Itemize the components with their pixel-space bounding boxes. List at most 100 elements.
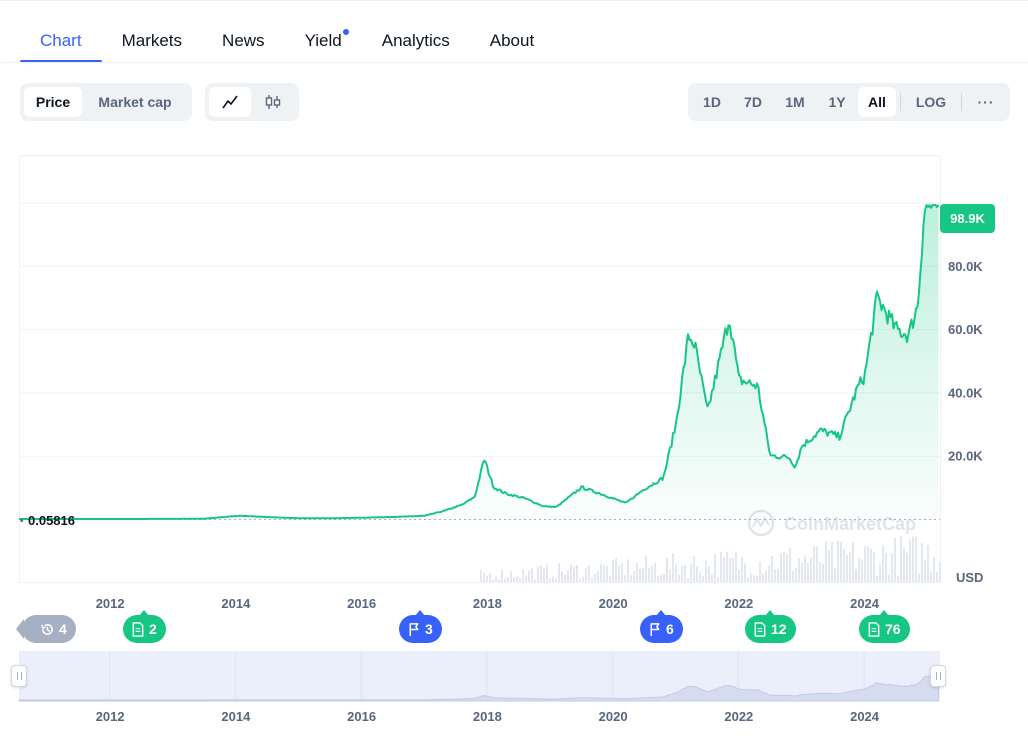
volume-bar xyxy=(738,569,740,582)
badge-count: 2 xyxy=(149,621,157,637)
volume-bar xyxy=(534,579,536,582)
volume-bar xyxy=(684,565,686,582)
document-icon xyxy=(754,621,766,637)
x-axis: 2012 2014 2016 2018 2020 2022 2024 xyxy=(96,596,880,611)
volume-bar xyxy=(816,546,818,582)
y-tick-label: 60.0K xyxy=(948,322,983,337)
chart-style-toggle xyxy=(205,83,299,121)
volume-bar xyxy=(840,542,842,582)
volume-bar xyxy=(660,574,662,582)
range-1m[interactable]: 1M xyxy=(785,94,805,110)
navigator-right-handle[interactable] xyxy=(930,665,946,687)
volume-bar xyxy=(753,574,755,582)
volume-bar xyxy=(576,564,578,582)
volume-bar xyxy=(621,563,623,582)
candlestick-button[interactable] xyxy=(251,87,295,117)
volume-bar xyxy=(627,559,629,582)
volume-bar xyxy=(756,575,758,582)
tab-yield[interactable]: Yield xyxy=(285,22,362,62)
watermark: CoinMarketCap xyxy=(747,509,916,537)
volume-bar xyxy=(687,577,689,582)
x-tick-label: 2020 xyxy=(599,596,628,611)
volume-bar xyxy=(921,543,923,582)
volume-bar xyxy=(768,565,770,582)
navigator-tick-label: 2016 xyxy=(347,709,376,724)
tab-news[interactable]: News xyxy=(202,22,285,62)
badge-tip xyxy=(415,610,426,616)
tab-label: About xyxy=(489,31,535,50)
badge-count: 6 xyxy=(666,621,674,637)
flag-icon xyxy=(409,622,419,636)
volume-bar xyxy=(549,578,551,582)
volume-bar xyxy=(636,563,638,582)
volume-bar xyxy=(663,573,665,582)
volume-bar xyxy=(570,564,572,582)
volume-bar xyxy=(798,558,800,582)
volume-bar xyxy=(612,559,614,582)
volume-bar xyxy=(825,541,827,582)
badge-tip xyxy=(879,610,890,616)
volume-bar xyxy=(744,563,746,582)
navigator-left-handle[interactable] xyxy=(11,665,27,687)
volume-bar xyxy=(711,574,713,582)
volume-bar xyxy=(504,578,506,582)
log-scale-button[interactable]: LOG xyxy=(915,94,947,110)
volume-bar xyxy=(810,557,812,582)
start-price-label: 0.05816 xyxy=(28,513,75,528)
history-icon xyxy=(41,623,53,635)
metric-toggle: Price Market cap xyxy=(20,83,192,121)
volume-bar xyxy=(930,571,932,582)
tab-analytics[interactable]: Analytics xyxy=(362,22,470,62)
document-events-badge[interactable]: 12 xyxy=(745,610,796,643)
volume-bar xyxy=(630,575,632,582)
tab-chart[interactable]: Chart xyxy=(20,22,102,62)
volume-bar xyxy=(486,575,488,582)
navigator-tick-label: 2012 xyxy=(96,709,125,724)
volume-bar xyxy=(603,565,605,582)
x-tick-label: 2022 xyxy=(724,596,753,611)
volume-bar xyxy=(555,578,557,582)
range-all[interactable]: All xyxy=(858,87,896,117)
range-7d[interactable]: 7D xyxy=(744,94,762,110)
market-cap-option[interactable]: Market cap xyxy=(98,94,172,110)
price-option[interactable]: Price xyxy=(24,87,82,117)
tab-about[interactable]: About xyxy=(470,22,554,62)
volume-bar xyxy=(552,576,554,582)
volume-bar xyxy=(681,565,683,582)
range-1y[interactable]: 1Y xyxy=(828,94,846,110)
volume-bar xyxy=(873,551,875,582)
y-tick-label: 20.0K xyxy=(948,449,983,464)
y-tick-label: 80.0K xyxy=(948,259,983,274)
volume-bar xyxy=(786,554,788,582)
price-line xyxy=(19,204,940,520)
volume-bar xyxy=(561,571,563,582)
navigator-tick-label: 2024 xyxy=(850,709,880,724)
history-events-badge[interactable]: 4 xyxy=(16,615,76,643)
flag-events-badge[interactable]: 3 xyxy=(399,610,442,643)
volume-bar xyxy=(876,576,878,582)
volume-bar xyxy=(747,577,749,582)
volume-bar xyxy=(780,553,782,582)
volume-bar xyxy=(723,557,725,582)
volume-bar xyxy=(750,573,752,582)
navigator-x-axis: 2012 2014 2016 2018 2020 2022 2024 xyxy=(96,709,880,724)
tab-markets[interactable]: Markets xyxy=(102,22,202,62)
navigator-track[interactable] xyxy=(19,651,940,701)
volume-bar xyxy=(894,537,896,582)
document-events-badge[interactable]: 2 xyxy=(123,610,166,643)
volume-bar xyxy=(585,567,587,582)
volume-bars xyxy=(480,536,941,582)
tab-label: Chart xyxy=(40,31,82,50)
flag-events-badge[interactable]: 6 xyxy=(640,610,683,643)
line-chart-button[interactable] xyxy=(209,87,251,117)
x-tick-label: 2016 xyxy=(347,596,376,611)
more-options-button[interactable]: ··· xyxy=(977,94,995,110)
range-1d[interactable]: 1D xyxy=(703,94,721,110)
volume-bar xyxy=(600,563,602,582)
volume-bar xyxy=(594,573,596,582)
current-price-label: 98.9K xyxy=(950,211,985,226)
document-events-badge[interactable]: 76 xyxy=(859,610,910,643)
volume-bar xyxy=(807,562,809,582)
volume-bar xyxy=(822,563,824,582)
